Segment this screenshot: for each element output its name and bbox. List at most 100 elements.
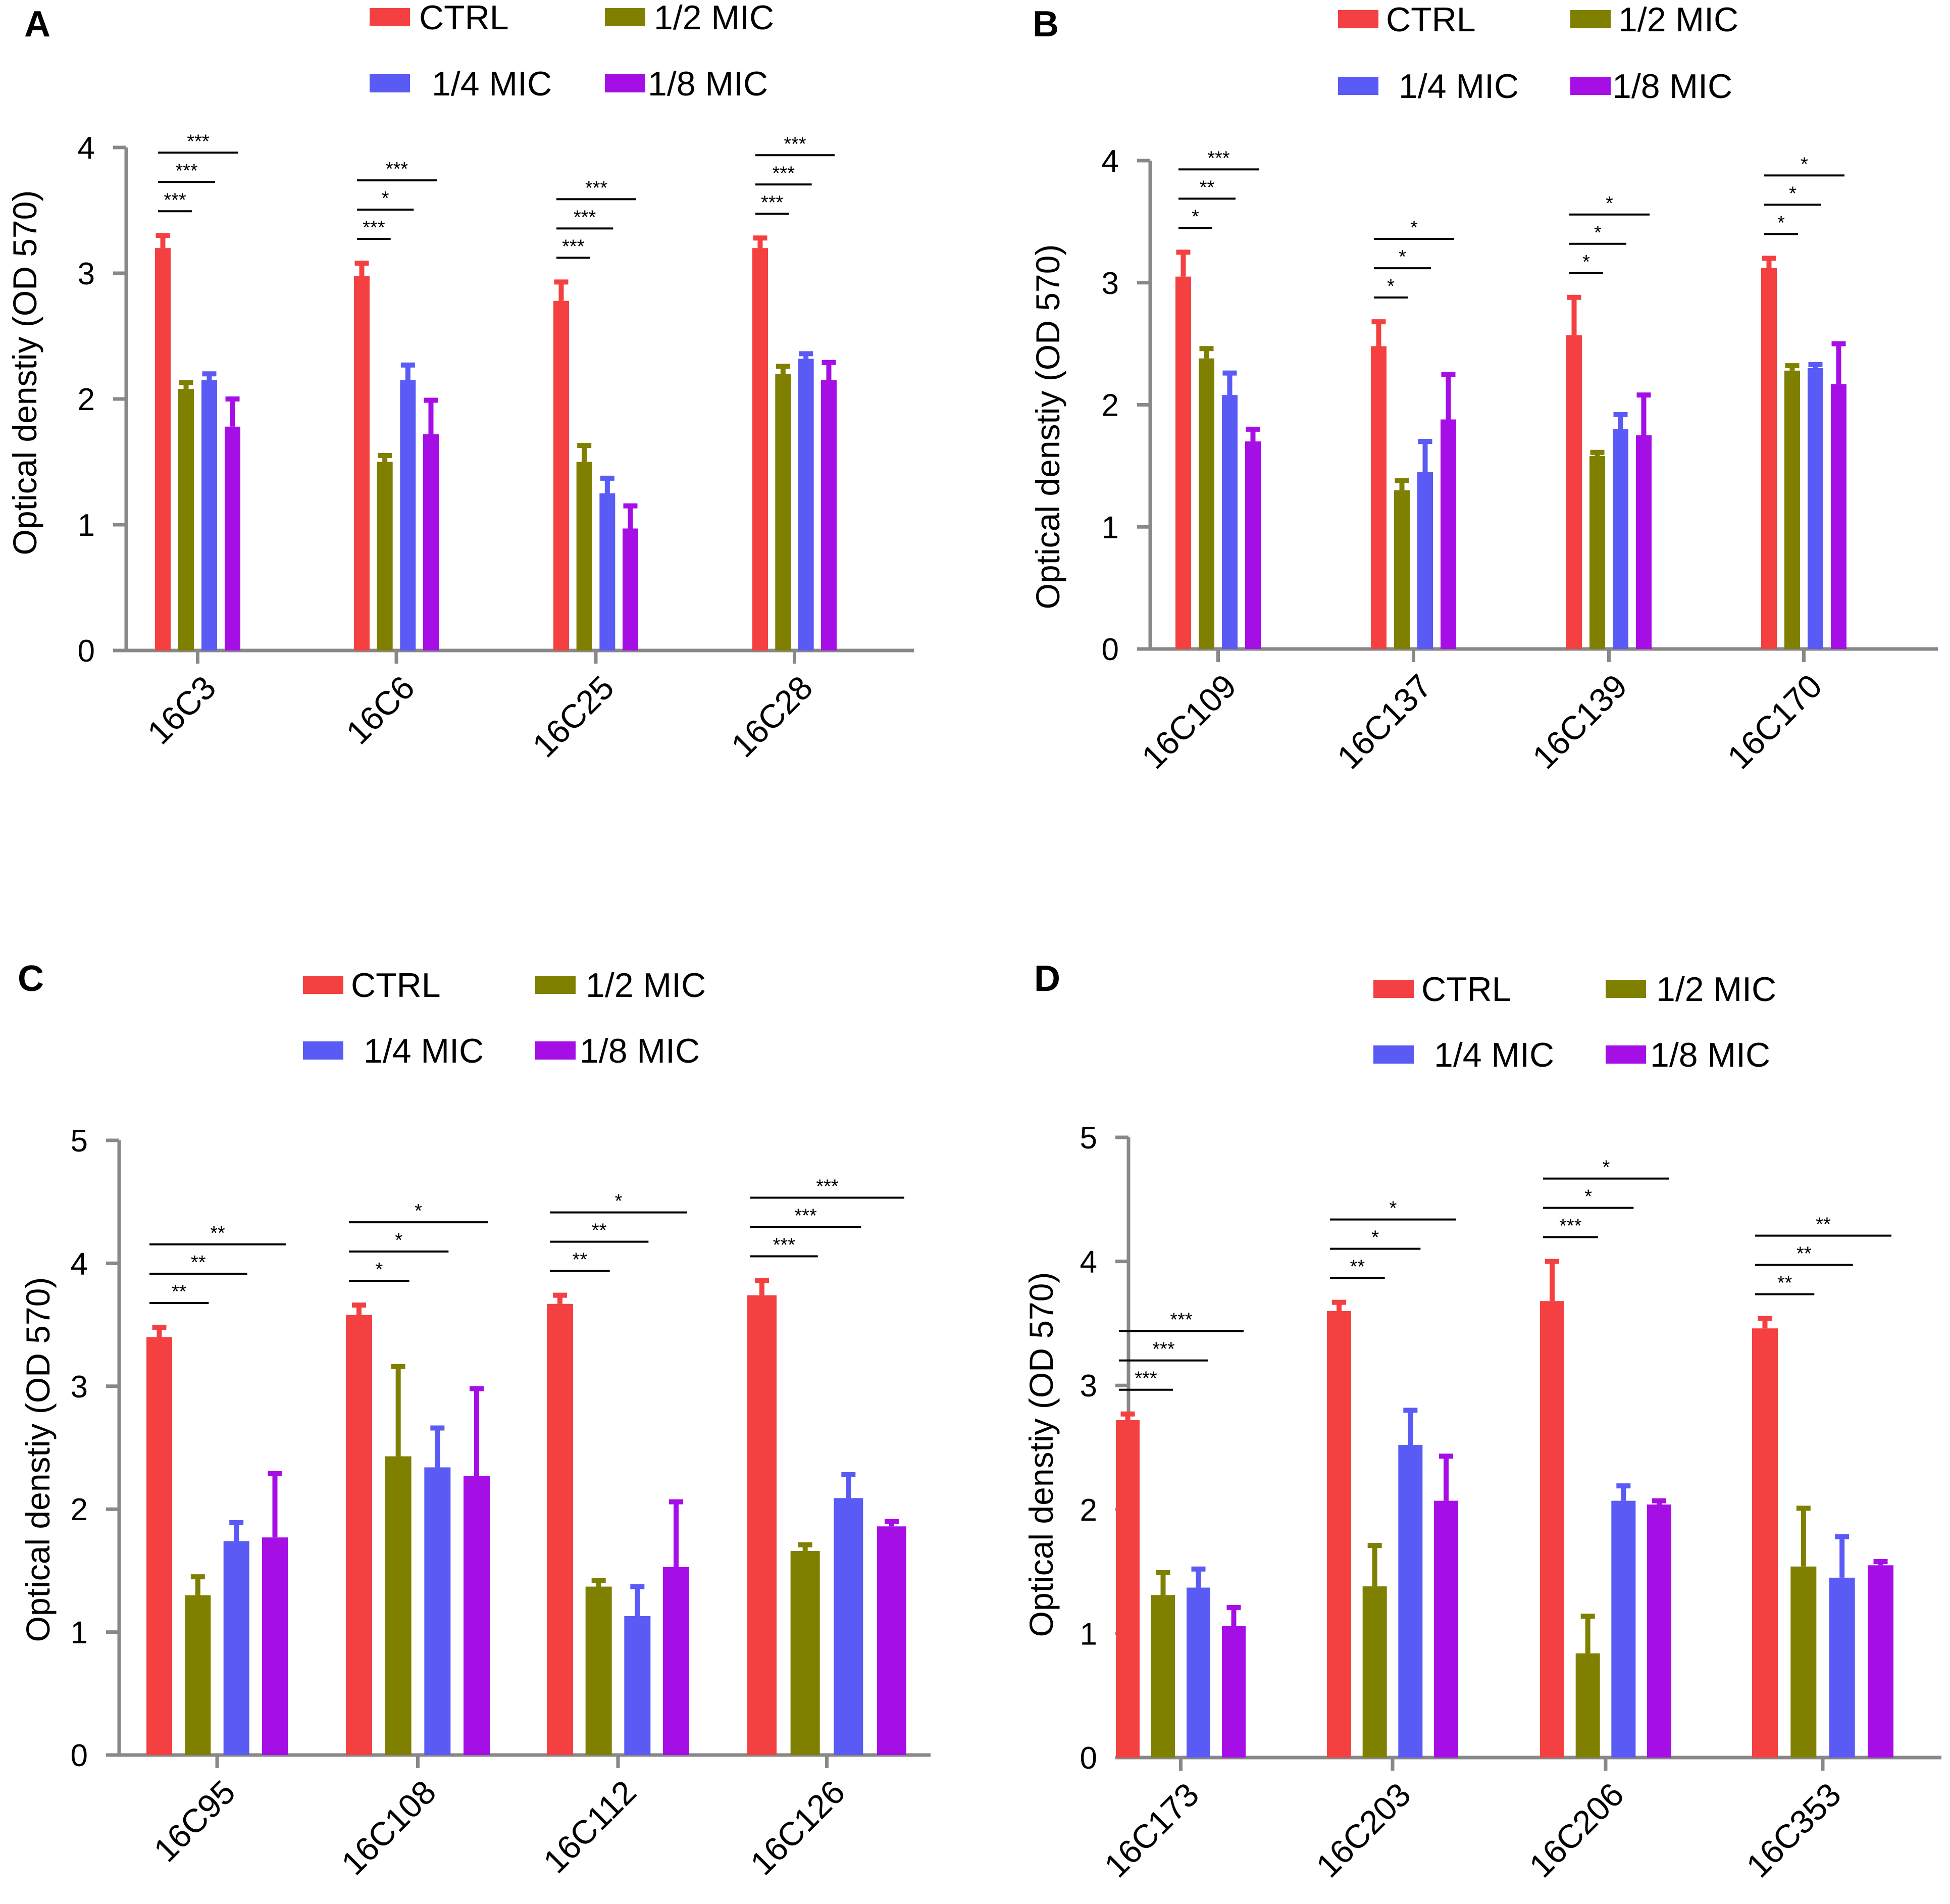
bar — [400, 380, 416, 650]
legend: CTRL 1/2 MIC 1/4 MIC 1/8 MIC — [1338, 1, 1738, 106]
significance-label: *** — [784, 133, 806, 155]
bar — [1417, 472, 1433, 649]
y-tick-label: 5 — [71, 1124, 88, 1159]
legend-label: 1/8 MIC — [1650, 1036, 1770, 1074]
significance-label: *** — [773, 1234, 796, 1256]
x-axis: 16C95 16C108 16C112 16C126 — [119, 1753, 931, 1882]
bar — [1808, 368, 1823, 649]
legend: CTRL 1/2 MIC 1/4 MIC 1/8 MIC — [1373, 970, 1776, 1074]
legend-label: CTRL — [1421, 970, 1511, 1009]
legend-label: CTRL — [351, 966, 441, 1005]
legend-item: 1/2 MIC — [1606, 970, 1776, 1009]
bar — [624, 1616, 651, 1755]
y-axis: 0 1 2 3 4 5 — [71, 1124, 121, 1773]
legend-item: 1/8 MIC — [1606, 1036, 1770, 1074]
y-tick-label: 0 — [1102, 632, 1119, 667]
x-tick-label: 16C3 — [140, 669, 223, 751]
y-tick-label: 3 — [1080, 1369, 1097, 1404]
legend-item: 1/8 MIC — [1570, 67, 1732, 106]
legend-label: 1/4 MIC — [432, 65, 552, 103]
bar — [1575, 1653, 1600, 1758]
legend-item: CTRL — [370, 0, 509, 37]
significance-label: * — [1410, 217, 1418, 238]
significance-label: * — [1606, 193, 1613, 214]
significance-label: *** — [1207, 147, 1230, 169]
bar — [747, 1295, 777, 1755]
bar — [576, 462, 592, 650]
bar — [1540, 1301, 1564, 1758]
y-axis-label: Optical denstiy (OD 570) — [1029, 244, 1066, 610]
bar — [623, 528, 638, 650]
bar — [1636, 435, 1652, 649]
significance-label: ** — [191, 1252, 206, 1273]
significance-label: ** — [1350, 1257, 1365, 1278]
bar — [201, 380, 217, 650]
legend-swatch — [1338, 10, 1378, 28]
legend-swatch — [1606, 1045, 1646, 1064]
bar — [1362, 1586, 1387, 1758]
legend-item: 1/8 MIC — [605, 65, 768, 103]
y-tick-label: 3 — [71, 1370, 88, 1405]
y-axis: 0 1 2 3 4 — [1102, 144, 1152, 667]
bar — [1613, 429, 1628, 649]
bar — [155, 248, 171, 650]
bar — [553, 300, 569, 650]
significance-label: * — [1584, 1186, 1592, 1208]
x-tick-label: 16C173 — [1097, 1776, 1206, 1885]
significance-label: *** — [187, 131, 210, 152]
significance-label: *** — [164, 189, 186, 211]
y-tick-label: 0 — [71, 1738, 88, 1773]
bar — [1222, 1626, 1246, 1758]
significance-label: *** — [1170, 1310, 1193, 1331]
bar — [423, 434, 439, 650]
legend-label: 1/2 MIC — [586, 966, 706, 1005]
x-axis: 16C109 16C137 16C139 16C170 — [1135, 647, 1938, 776]
bar — [1829, 1577, 1855, 1758]
bar — [1394, 490, 1410, 649]
legend-item: CTRL — [1373, 970, 1511, 1009]
legend-swatch — [1570, 77, 1611, 95]
y-tick-label: 2 — [71, 1492, 88, 1527]
legend-item: 1/4 MIC — [1373, 1036, 1554, 1074]
x-tick-label: 16C6 — [339, 669, 422, 751]
legend-item: 1/2 MIC — [605, 0, 774, 37]
x-tick-label: 16C28 — [724, 669, 820, 765]
y-axis-label: Optical denstiy (OD 570) — [6, 190, 43, 556]
y-tick-label: 2 — [78, 382, 95, 417]
legend-swatch — [370, 74, 410, 92]
legend-item: 1/4 MIC — [370, 65, 552, 103]
y-axis-label: Optical denstiy (OD 570) — [19, 1277, 57, 1642]
legend-swatch — [535, 976, 576, 994]
bar — [185, 1595, 211, 1755]
legend-swatch — [303, 976, 343, 994]
legend-swatch — [303, 1041, 343, 1060]
bar — [1199, 358, 1214, 649]
legend-label: 1/8 MIC — [1612, 67, 1732, 106]
significance-label: * — [1399, 246, 1406, 268]
y-tick-label: 4 — [78, 131, 95, 166]
legend: CTRL 1/2 MIC 1/4 MIC 1/8 MIC — [370, 0, 774, 103]
x-tick-label: 16C126 — [743, 1773, 852, 1882]
significance-label: * — [1192, 206, 1199, 227]
bar — [834, 1498, 863, 1755]
y-tick-label: 4 — [1102, 144, 1119, 179]
chart-panel-d: D CTRL 1/2 MIC 1/4 MIC 1/8 MIC 0 1 2 3 4 5 Optical … — [1022, 959, 1941, 1884]
significance-label: * — [1390, 1198, 1397, 1219]
y-tick-label: 1 — [78, 508, 95, 543]
bar — [1752, 1328, 1778, 1758]
bar — [1761, 268, 1777, 649]
legend-label: 1/8 MIC — [580, 1032, 700, 1070]
bar — [547, 1304, 573, 1755]
significance-label: *** — [1135, 1368, 1157, 1389]
legend-swatch — [370, 8, 410, 26]
bar — [1647, 1504, 1671, 1758]
significance-label: ** — [592, 1220, 607, 1241]
bar — [821, 380, 837, 650]
bar — [1589, 456, 1605, 649]
bar — [1175, 276, 1191, 649]
bar — [1327, 1311, 1351, 1758]
chart-panel-a: A CTRL 1/2 MIC 1/4 MIC 1/8 MIC 0 1 2 3 4 Optical d… — [6, 0, 914, 764]
bar — [1790, 1566, 1817, 1758]
legend-label: 1/2 MIC — [654, 0, 774, 37]
significance-label: * — [382, 188, 389, 209]
